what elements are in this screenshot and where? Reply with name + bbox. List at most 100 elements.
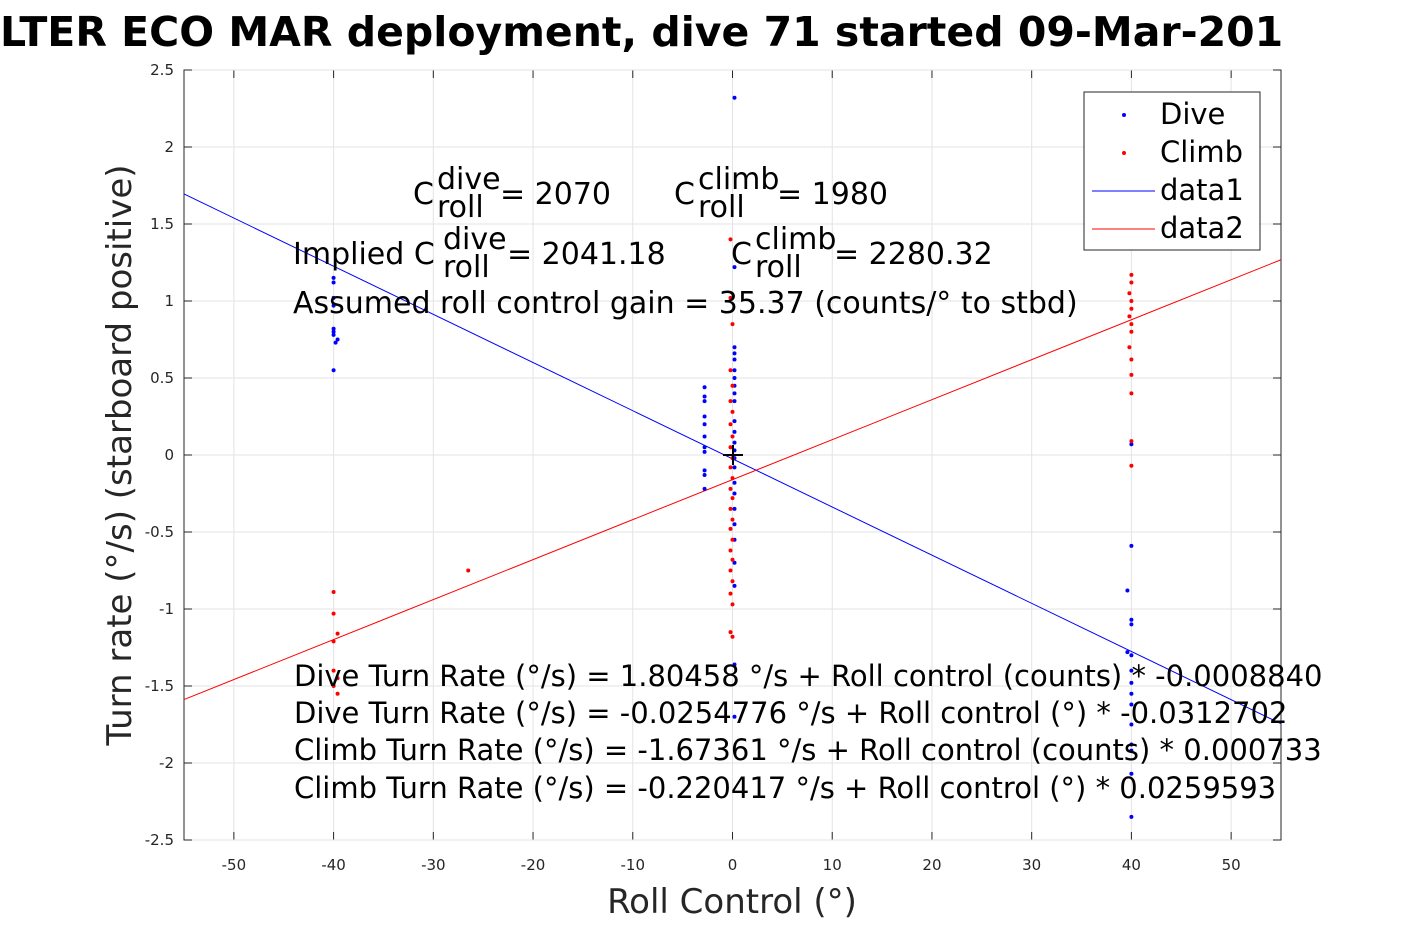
point-dive: [1125, 588, 1130, 593]
point-climb: [728, 568, 733, 573]
point-dive: [331, 303, 336, 308]
y-tick-label: 2.5: [150, 61, 174, 79]
point-climb: [728, 422, 733, 427]
legend-dive-marker: [1122, 113, 1126, 117]
point-dive: [732, 376, 737, 380]
legend-climb: Climb: [1160, 135, 1243, 169]
point-dive: [1129, 617, 1134, 622]
equation-2: Dive Turn Rate (°/s) = -0.0254776 °/s + …: [294, 696, 1287, 730]
point-climb: [1129, 463, 1134, 468]
point-dive: [732, 560, 737, 565]
point-dive: [732, 391, 737, 396]
point-dive: [732, 714, 737, 719]
point-climb: [1129, 299, 1134, 303]
point-climb: [1127, 314, 1132, 319]
point-dive: [732, 583, 737, 588]
y-tick-label: 0.5: [150, 369, 174, 387]
point-dive: [1129, 622, 1134, 627]
sup-climb: climb: [698, 162, 779, 197]
point-dive: [702, 394, 707, 399]
point-climb: [728, 368, 733, 373]
point-climb: [728, 486, 733, 491]
point-climb: [331, 668, 336, 673]
point-dive: [331, 326, 336, 331]
point-dive: [333, 340, 338, 345]
point-dive: [1129, 691, 1134, 696]
point-dive: [702, 473, 707, 478]
gain-annotation: Assumed roll control gain = 35.37 (count…: [293, 286, 1078, 321]
x-tick-label: -30: [421, 856, 446, 874]
point-dive: [1129, 748, 1134, 753]
implied-dive-annotation: Implied C dive roll = 2041.18: [293, 222, 666, 285]
point-dive: [702, 399, 707, 404]
point-climb: [1129, 439, 1134, 444]
point-climb: [331, 611, 336, 616]
point-dive: [732, 368, 737, 373]
point-dive: [331, 280, 336, 285]
y-tick-label: 1: [164, 292, 174, 310]
x-tick-label: 0: [728, 856, 738, 874]
equation-1: Dive Turn Rate (°/s) = 1.80458 °/s + Rol…: [294, 659, 1322, 693]
equation-4: Climb Turn Rate (°/s) = -0.220417 °/s + …: [294, 771, 1276, 805]
point-climb: [1129, 372, 1134, 377]
implied-label: Implied C: [293, 237, 435, 272]
point-dive: [1129, 442, 1134, 447]
legend-climb-marker: [1122, 151, 1126, 155]
origin-marker: [723, 445, 743, 465]
point-dive: [1129, 722, 1134, 727]
point-climb: [728, 630, 733, 635]
sup-dive: dive: [437, 162, 501, 197]
y-tick-label: 1.5: [150, 215, 174, 233]
y-tick-label: -0.5: [145, 523, 174, 541]
point-dive: [1129, 653, 1134, 658]
c-letter: C: [674, 177, 695, 212]
point-dive: [702, 486, 707, 491]
point-climb: [335, 691, 340, 696]
point-climb: [730, 537, 735, 542]
point-dive: [1129, 771, 1134, 776]
point-climb: [730, 557, 735, 562]
point-climb: [730, 496, 735, 501]
c-roll-climb-annotation: C climb roll = 1980: [674, 162, 888, 225]
y-tick-labels: -2.5 -2 -1.5 -1 -0.5 0 0.5 1 1.5 2 2.5: [145, 61, 174, 849]
c-letter: C: [731, 237, 752, 272]
point-climb: [730, 434, 735, 439]
point-climb: [331, 590, 336, 595]
point-climb: [728, 445, 733, 450]
sup-climb: climb: [755, 222, 836, 257]
y-tick-label: -2.5: [145, 831, 174, 849]
point-dive: [732, 399, 737, 404]
point-dive: [702, 468, 707, 473]
point-climb: [1129, 322, 1134, 327]
point-dive: [331, 332, 336, 337]
point-dive: [702, 445, 707, 450]
y-tick-label: -2: [159, 754, 174, 772]
point-climb: [331, 639, 336, 644]
point-dive: [1129, 543, 1134, 548]
point-climb: [728, 295, 733, 300]
point-climb: [730, 634, 735, 639]
x-tick-labels: -50 -40 -30 -20 -10 0 10 20 30 40 50: [222, 856, 1241, 874]
point-dive: [732, 357, 737, 362]
c-letter: C: [413, 177, 434, 212]
point-dive: [1129, 680, 1134, 685]
point-climb: [331, 684, 336, 688]
point-dive: [331, 295, 336, 300]
point-climb: [1129, 272, 1134, 277]
x-tick-label: -40: [321, 856, 346, 874]
x-tick-label: -50: [222, 856, 247, 874]
c-roll-climb-value: = 1980: [777, 177, 888, 212]
point-climb: [730, 383, 735, 388]
point-climb: [1127, 291, 1132, 296]
implied-climb-annotation: C climb roll = 2280.32: [731, 222, 993, 285]
point-climb: [730, 322, 735, 327]
equation-3: Climb Turn Rate (°/s) = -1.67361 °/s + R…: [294, 733, 1322, 767]
point-climb: [1129, 280, 1134, 285]
y-tick-label: -1: [159, 600, 174, 618]
point-climb: [730, 602, 735, 607]
point-climb: [466, 568, 471, 573]
legend-data1: data1: [1160, 173, 1244, 207]
point-dive: [331, 368, 336, 373]
implied-climb-value: = 2280.32: [834, 237, 993, 272]
implied-dive-value: = 2041.18: [507, 237, 666, 272]
